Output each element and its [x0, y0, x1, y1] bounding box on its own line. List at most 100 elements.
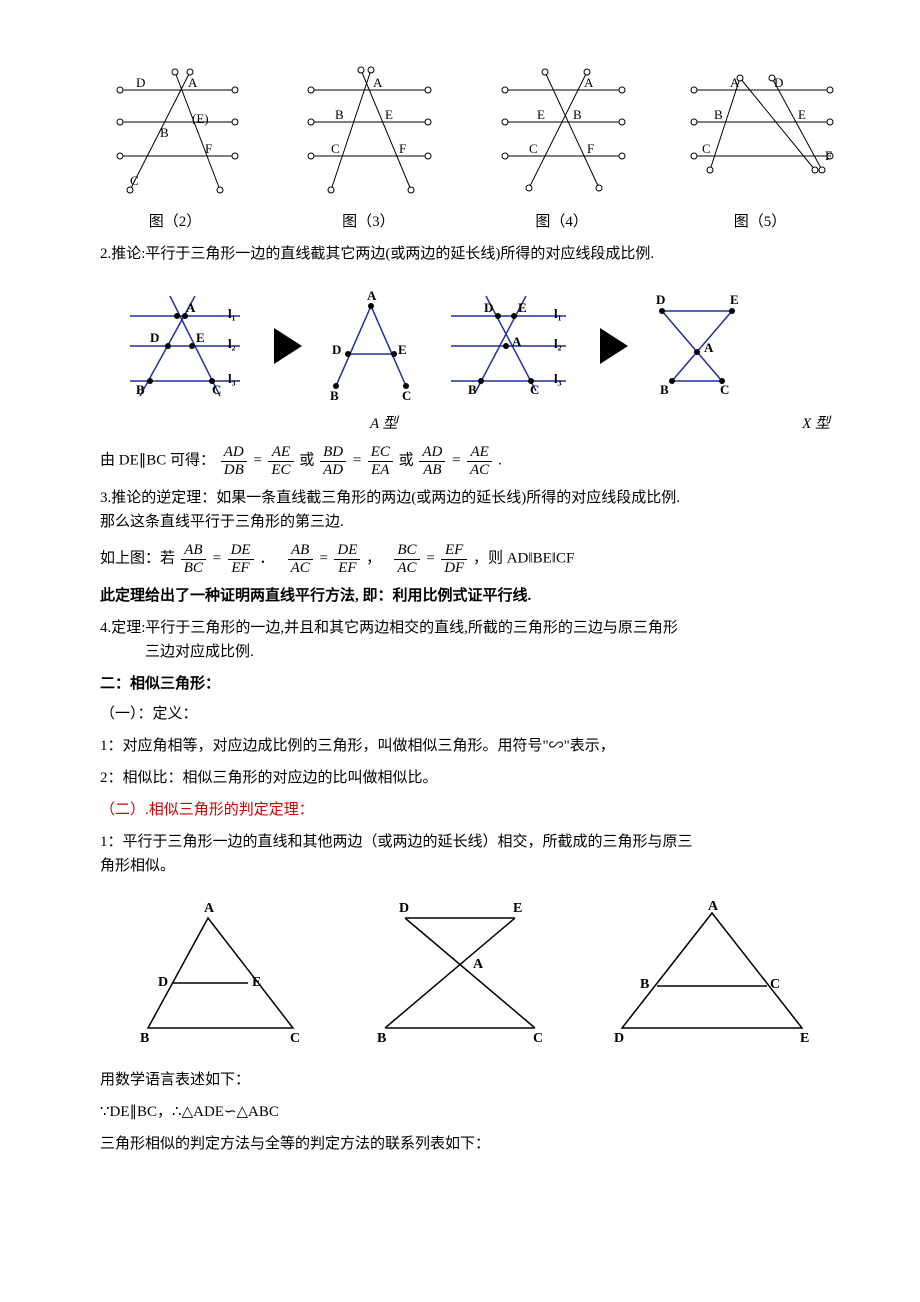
mid-fig-2: A D E B C	[316, 286, 426, 406]
mf1-D: D	[150, 330, 159, 345]
f3-F: F	[399, 141, 406, 156]
or-1: 或	[299, 452, 314, 468]
top-figure-row: D A B (E) F C 图（2） A	[100, 60, 840, 234]
f5-D: D	[774, 75, 783, 90]
fig-5-svg: A D B E C F	[680, 60, 840, 200]
fig-3: A B E C F 图（3）	[293, 60, 443, 234]
eq-sign-3: =	[451, 452, 461, 468]
bottom-2: ∵DE∥BC，∴△ADE∽△ABC	[100, 1100, 840, 1124]
frac-ad-db: ADDB	[221, 444, 247, 478]
para-4a: 4.定理:平行于三角形的一边,并且和其它两边相交的直线,所截的三角形的三边与原三…	[100, 616, 840, 640]
frac-ae-ec: AEEC	[268, 444, 293, 478]
t2-A: A	[473, 957, 484, 972]
t2-B: B	[377, 1031, 386, 1046]
eq2-prefix: 如上图：若	[100, 550, 179, 566]
fig-3-svg: A B E C F	[293, 60, 443, 200]
frac-de-ef: DEEF	[228, 542, 254, 576]
fig-4-caption: 图（4）	[535, 210, 588, 234]
t2-D: D	[399, 901, 409, 916]
fig-5: A D B E C F 图（5）	[680, 60, 840, 234]
t3-C: C	[770, 977, 780, 992]
f4-F: F	[587, 141, 594, 156]
sec2-title: 二：相似三角形：	[100, 672, 840, 696]
t3-A: A	[708, 899, 719, 914]
mf2-E: E	[398, 342, 407, 357]
mf4-A: A	[704, 340, 714, 355]
sec2-1-line1: 1：对应角相等，对应边成比例的三角形，叫做相似三角形。用符号"∽"表示，	[100, 734, 840, 758]
mf2-A: A	[367, 288, 377, 303]
sec2-2-title: （二）.相似三角形的判定定理：	[100, 798, 840, 822]
mf3-l2: l₂	[554, 336, 562, 351]
mf2-C: C	[402, 388, 411, 403]
then-text: ，则 AD‖BE‖CF	[473, 550, 574, 566]
fig-3-caption: 图（3）	[342, 210, 395, 234]
f5-A: A	[730, 75, 740, 90]
mf1-A: A	[186, 300, 196, 315]
f4-E: E	[537, 107, 545, 122]
t1-A: A	[204, 901, 215, 916]
fig-4: A E B C F 图（4）	[487, 60, 637, 234]
mf1-l3: l₃	[228, 371, 236, 386]
frac-ef-df: EFDF	[441, 542, 467, 576]
mf4-E: E	[730, 292, 739, 307]
tri-2: D E A B C	[355, 898, 565, 1048]
sep-dot: ．	[259, 550, 274, 566]
mf2-D: D	[332, 342, 341, 357]
period-1: .	[498, 452, 502, 468]
mf4-C: C	[720, 382, 729, 397]
t3-E: E	[800, 1031, 809, 1046]
bold-line: 此定理给出了一种证明两直线平行方法, 即：利用比例式证平行线.	[100, 584, 840, 608]
mf3-l1: l₁	[554, 306, 562, 321]
type-a-label: A 型	[370, 412, 398, 436]
sec2-2-line1b: 角形相似。	[100, 854, 840, 878]
sec2-2-line1a: 1：平行于三角形一边的直线和其他两边（或两边的延长线）相交，所截成的三角形与原三	[100, 830, 840, 854]
sec2-1-title: （一）：定义：	[100, 702, 840, 726]
mf1-l1: l₁	[228, 306, 236, 321]
f2-D: D	[136, 75, 145, 90]
eq1-prefix: 由 DE∥BC 可得：	[100, 452, 215, 468]
t2-E: E	[513, 901, 522, 916]
t2-C: C	[533, 1031, 543, 1046]
t1-E: E	[252, 975, 261, 990]
f2-E: (E)	[192, 111, 209, 126]
arrow-icon-2	[600, 328, 628, 364]
equation-line-1: 由 DE∥BC 可得： ADDB = AEEC 或 BDAD = ECEA 或 …	[100, 444, 840, 478]
t1-B: B	[140, 1031, 149, 1046]
tri-3: A B C D E	[602, 898, 822, 1048]
mf3-D: D	[484, 300, 493, 315]
fig-2-svg: D A B (E) F C	[100, 60, 250, 200]
frac-ec-ea: ECEA	[368, 444, 393, 478]
fig-4-svg: A E B C F	[487, 60, 637, 200]
mid-figure-row: A D E B C l₁ l₂ l₃ A D E B C	[100, 286, 840, 406]
f3-A: A	[373, 75, 383, 90]
f5-C: C	[702, 141, 711, 156]
mf1-B: B	[136, 382, 145, 397]
para-2: 2.推论:平行于三角形一边的直线截其它两边(或两边的延长线)所得的对应线段成比例…	[100, 242, 840, 266]
f4-A: A	[584, 75, 594, 90]
frac-bc-ac: BCAC	[394, 542, 419, 576]
eq-sign-1: =	[253, 452, 263, 468]
t1-C: C	[290, 1031, 300, 1046]
f2-F: F	[205, 141, 212, 156]
or-2: 或	[399, 452, 414, 468]
f2-B: B	[160, 125, 169, 140]
fig-2: D A B (E) F C 图（2）	[100, 60, 250, 234]
tri-1: A D E B C	[118, 898, 318, 1048]
f3-B: B	[335, 107, 344, 122]
eq-sign-4: =	[212, 550, 222, 566]
mf3-A: A	[512, 334, 522, 349]
type-x-label: X 型	[802, 412, 830, 436]
fig-5-caption: 图（5）	[734, 210, 787, 234]
f2-C: C	[130, 173, 139, 188]
f5-E: E	[798, 107, 806, 122]
f2-A: A	[188, 75, 198, 90]
f3-E: E	[385, 107, 393, 122]
bottom-1: 用数学语言表述如下：	[100, 1068, 840, 1092]
f4-B: B	[573, 107, 582, 122]
mf3-B: B	[468, 382, 477, 397]
equation-line-2: 如上图：若 ABBC = DEEF ． ABAC = DEEF ， BCAC =…	[100, 542, 840, 576]
f5-B: B	[714, 107, 723, 122]
mf2-B: B	[330, 388, 339, 403]
mid-fig-3: D E A B C l₁ l₂ l₃	[426, 286, 586, 406]
frac-ae-ac: AEAC	[467, 444, 492, 478]
